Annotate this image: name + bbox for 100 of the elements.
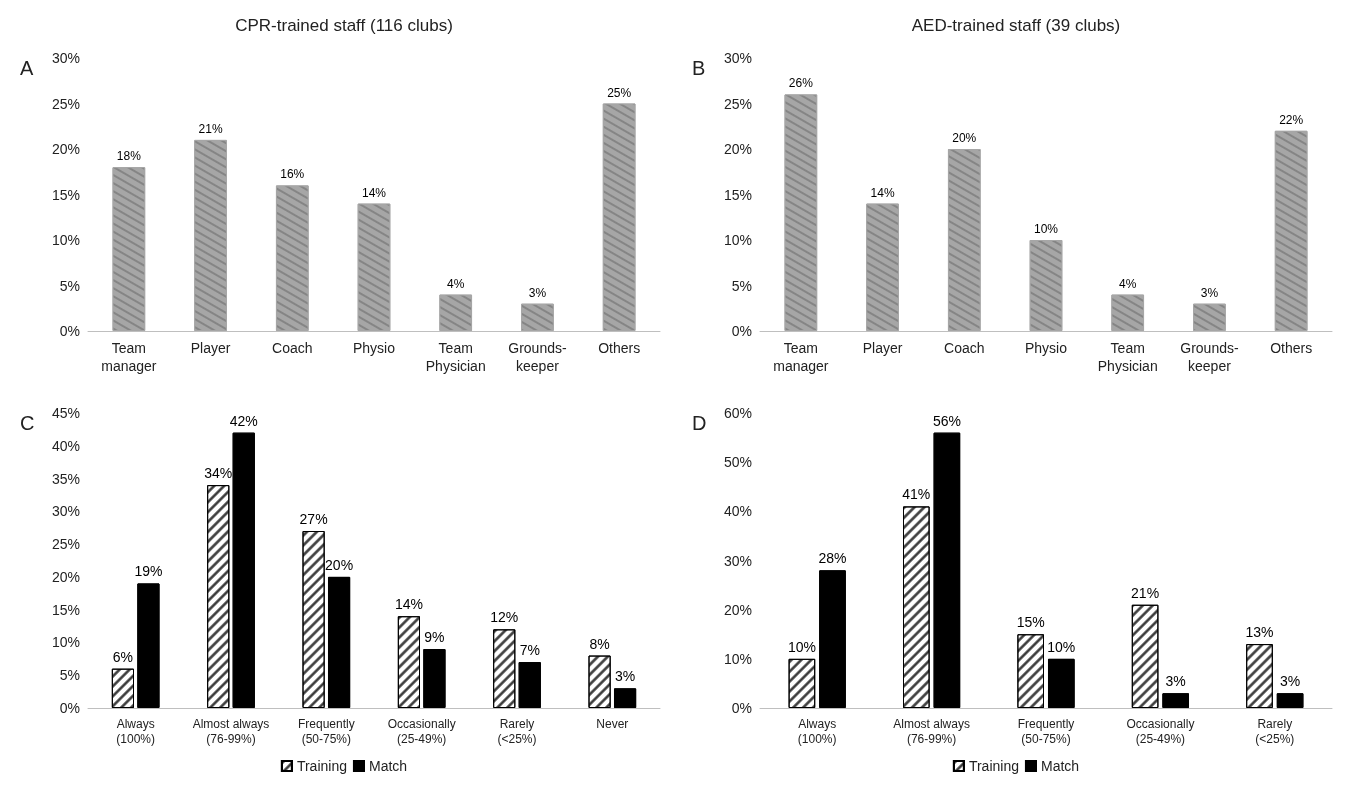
data-label: 56% bbox=[932, 412, 961, 429]
x-tick-label: Others bbox=[1270, 340, 1313, 356]
legend-label: Training bbox=[968, 758, 1019, 774]
data-label: 14% bbox=[870, 185, 895, 200]
x-tick-label: Almost always (76-99%) bbox=[893, 716, 970, 746]
y-tick-label: 20% bbox=[51, 568, 80, 585]
data-label: 4% bbox=[1119, 276, 1137, 291]
x-tick-label: Player bbox=[862, 340, 903, 356]
x-tick-label: Almost always (76-99%) bbox=[192, 716, 270, 746]
legend-label: Training bbox=[296, 758, 347, 774]
y-tick-label: 30% bbox=[723, 50, 752, 66]
y-tick-label: 45% bbox=[51, 405, 80, 421]
data-label: 21% bbox=[1131, 584, 1160, 601]
data-label: 20% bbox=[325, 556, 354, 573]
data-label: 14% bbox=[361, 185, 387, 200]
data-label: 3% bbox=[1165, 673, 1186, 690]
x-tick-label: Others bbox=[598, 340, 641, 356]
y-tick-label: 30% bbox=[51, 503, 80, 520]
x-tick-label: Rarely (<25%) bbox=[497, 716, 537, 746]
x-tick-label: Physio bbox=[352, 340, 396, 356]
y-tick-label: 25% bbox=[51, 536, 80, 553]
x-tick-label: Grounds-keeper bbox=[508, 340, 567, 374]
x-tick-label: Always (100%) bbox=[797, 716, 837, 746]
x-tick-label: Team Physician bbox=[425, 340, 486, 374]
y-tick-label: 20% bbox=[723, 601, 752, 618]
x-tick-label: Player bbox=[190, 340, 231, 356]
data-label: 34% bbox=[204, 465, 233, 482]
data-label: 7% bbox=[519, 642, 540, 659]
chart-title: AED-trained staff (39 clubs) bbox=[911, 16, 1121, 35]
data-label: 8% bbox=[589, 635, 610, 652]
data-label: 28% bbox=[818, 550, 847, 567]
data-label: 26% bbox=[788, 76, 814, 91]
y-tick-label: 20% bbox=[723, 141, 752, 157]
y-tick-label: 50% bbox=[723, 454, 752, 471]
y-tick-label: 0% bbox=[59, 700, 80, 716]
y-tick-label: 10% bbox=[51, 232, 80, 248]
y-tick-label: 20% bbox=[51, 141, 80, 157]
y-tick-label: 60% bbox=[723, 405, 752, 421]
data-label: 15% bbox=[1016, 614, 1045, 631]
y-tick-label: 0% bbox=[59, 323, 80, 339]
data-label: 18% bbox=[116, 149, 142, 164]
data-label: 6% bbox=[112, 648, 134, 665]
data-label: 3% bbox=[1200, 285, 1219, 300]
y-tick-label: 35% bbox=[51, 470, 80, 487]
data-label: 27% bbox=[299, 511, 328, 527]
data-label: 4% bbox=[447, 276, 465, 291]
x-tick-label: Occasionally (25-49%) bbox=[387, 716, 456, 746]
data-label: 16% bbox=[280, 167, 305, 182]
data-label: 3% bbox=[1279, 673, 1301, 690]
y-tick-label: 30% bbox=[723, 552, 752, 569]
x-tick-label: Occasionally (25-49%) bbox=[1126, 716, 1195, 746]
chart-title: CPR-trained staff (116 clubs) bbox=[235, 16, 453, 35]
data-label: 22% bbox=[1279, 112, 1304, 127]
y-tick-label: 0% bbox=[731, 700, 752, 716]
data-label: 3% bbox=[614, 668, 636, 685]
data-label: 20% bbox=[952, 131, 977, 145]
y-tick-label: 25% bbox=[723, 95, 752, 112]
data-label: 42% bbox=[229, 412, 258, 429]
x-tick-label: Frequently (50-75%) bbox=[1017, 716, 1075, 746]
data-label: 12% bbox=[490, 609, 519, 626]
x-tick-label: Team Physician bbox=[1097, 340, 1158, 374]
y-tick-label: 5% bbox=[59, 277, 80, 294]
x-tick-label: Rarely (<25%) bbox=[1255, 716, 1295, 746]
y-tick-label: 5% bbox=[59, 667, 80, 684]
x-tick-label: Grounds-keeper bbox=[1180, 340, 1239, 374]
data-label: 14% bbox=[394, 596, 423, 613]
text: A bbox=[20, 57, 34, 79]
x-tick-label: Frequently (50-75%) bbox=[297, 716, 355, 746]
data-label: 19% bbox=[134, 563, 163, 580]
data-label: 9% bbox=[424, 629, 445, 645]
text: D bbox=[692, 412, 707, 434]
x-tick-label: Team manager bbox=[101, 340, 157, 374]
data-label: 21% bbox=[198, 121, 223, 136]
y-tick-label: 15% bbox=[51, 186, 80, 203]
y-tick-label: 30% bbox=[51, 50, 80, 66]
data-label: 10% bbox=[1047, 638, 1076, 655]
legend-label: Match bbox=[1040, 758, 1080, 774]
y-tick-label: 15% bbox=[51, 601, 80, 618]
data-label: 13% bbox=[1245, 624, 1274, 641]
data-label: 41% bbox=[902, 486, 931, 503]
text: B bbox=[692, 57, 706, 79]
data-label: 10% bbox=[787, 638, 816, 655]
y-tick-label: 40% bbox=[723, 503, 752, 520]
y-tick-label: 0% bbox=[731, 323, 752, 339]
x-tick-label: Never bbox=[596, 716, 629, 731]
legend-label: Match bbox=[368, 758, 408, 774]
y-tick-label: 10% bbox=[723, 650, 752, 667]
data-label: 10% bbox=[1033, 222, 1059, 236]
y-tick-label: 25% bbox=[51, 95, 80, 112]
y-tick-label: 40% bbox=[51, 437, 80, 454]
x-tick-label: Coach bbox=[944, 340, 985, 356]
data-label: 25% bbox=[607, 85, 632, 100]
y-tick-label: 10% bbox=[51, 634, 80, 651]
y-tick-label: 5% bbox=[731, 277, 752, 294]
data-label: 3% bbox=[528, 285, 547, 300]
y-tick-label: 10% bbox=[723, 232, 752, 248]
x-tick-label: Always (100%) bbox=[116, 716, 156, 746]
x-tick-label: Coach bbox=[272, 340, 313, 356]
x-tick-label: Team manager bbox=[773, 340, 829, 374]
text: C bbox=[20, 412, 35, 434]
